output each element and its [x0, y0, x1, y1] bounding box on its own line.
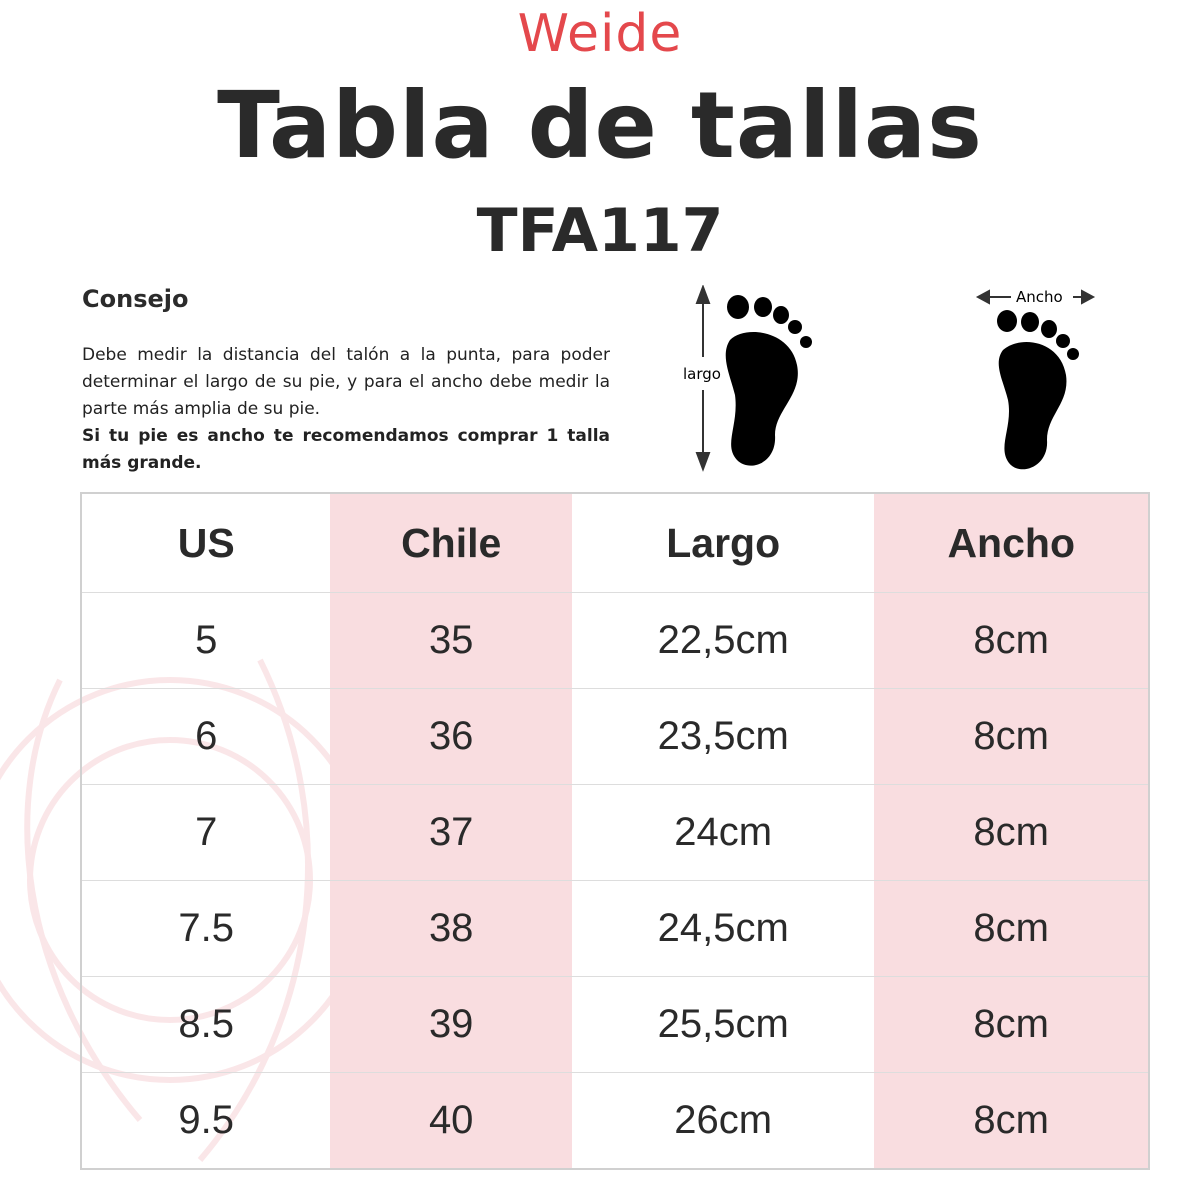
header-chile: Chile [330, 493, 572, 593]
tip-heading: Consejo [82, 285, 189, 313]
cell-ancho: 8cm [874, 880, 1149, 977]
width-label: Ancho [1016, 288, 1063, 306]
cell-ancho: 8cm [874, 592, 1149, 689]
cell-us: 7 [81, 784, 331, 881]
header-us: US [81, 493, 331, 593]
footprint-icon [997, 310, 1079, 470]
cell-ancho: 8cm [874, 784, 1149, 881]
brand-logo: Weide [517, 4, 683, 64]
cell-largo: 23,5cm [571, 688, 875, 785]
table-row: 7 37 24cm 8cm [81, 784, 1149, 881]
cell-chile: 39 [330, 976, 572, 1073]
cell-largo: 25,5cm [571, 976, 875, 1073]
page-title: Tabla de tallas [217, 72, 983, 179]
size-table: US Chile Largo Ancho 5 35 22,5cm 8cm 6 36 23,5… [80, 492, 1150, 1170]
foot-width-diagram: Ancho [975, 288, 1096, 470]
horizontal-arrow-icon [975, 289, 1096, 305]
cell-largo: 22,5cm [571, 592, 875, 689]
cell-us: 8.5 [81, 976, 331, 1073]
cell-ancho: 8cm [874, 976, 1149, 1073]
tip-text: Debe medir la distancia del talón a la p… [82, 342, 610, 477]
cell-largo: 26cm [571, 1072, 875, 1170]
footprint-icon [725, 295, 812, 466]
cell-us: 9.5 [81, 1072, 331, 1170]
table-row: 5 35 22,5cm 8cm [81, 592, 1149, 689]
cell-ancho: 8cm [874, 688, 1149, 785]
table-row: 6 36 23,5cm 8cm [81, 688, 1149, 785]
cell-ancho: 8cm [874, 1072, 1149, 1170]
cell-us: 7.5 [81, 880, 331, 977]
vertical-arrow-icon [695, 285, 711, 472]
cell-chile: 40 [330, 1072, 572, 1170]
cell-largo: 24cm [571, 784, 875, 881]
length-label: largo [683, 365, 721, 383]
table-row: 9.5 40 26cm 8cm [81, 1072, 1149, 1170]
foot-length-diagram: largo [683, 285, 812, 472]
model-code: TFA117 [476, 196, 724, 266]
cell-chile: 35 [330, 592, 572, 689]
table-row: 8.5 39 25,5cm 8cm [81, 976, 1149, 1073]
cell-chile: 37 [330, 784, 572, 881]
cell-chile: 38 [330, 880, 572, 977]
cell-us: 6 [81, 688, 331, 785]
cell-us: 5 [81, 592, 331, 689]
table-row: 7.5 38 24,5cm 8cm [81, 880, 1149, 977]
header-largo: Largo [571, 493, 875, 593]
cell-largo: 24,5cm [571, 880, 875, 977]
header-ancho: Ancho [874, 493, 1149, 593]
tip-recommendation: Si tu pie es ancho te recomendamos compr… [82, 426, 610, 473]
tip-body: Debe medir la distancia del talón a la p… [82, 345, 610, 419]
table-header-row: US Chile Largo Ancho [81, 493, 1149, 593]
cell-chile: 36 [330, 688, 572, 785]
